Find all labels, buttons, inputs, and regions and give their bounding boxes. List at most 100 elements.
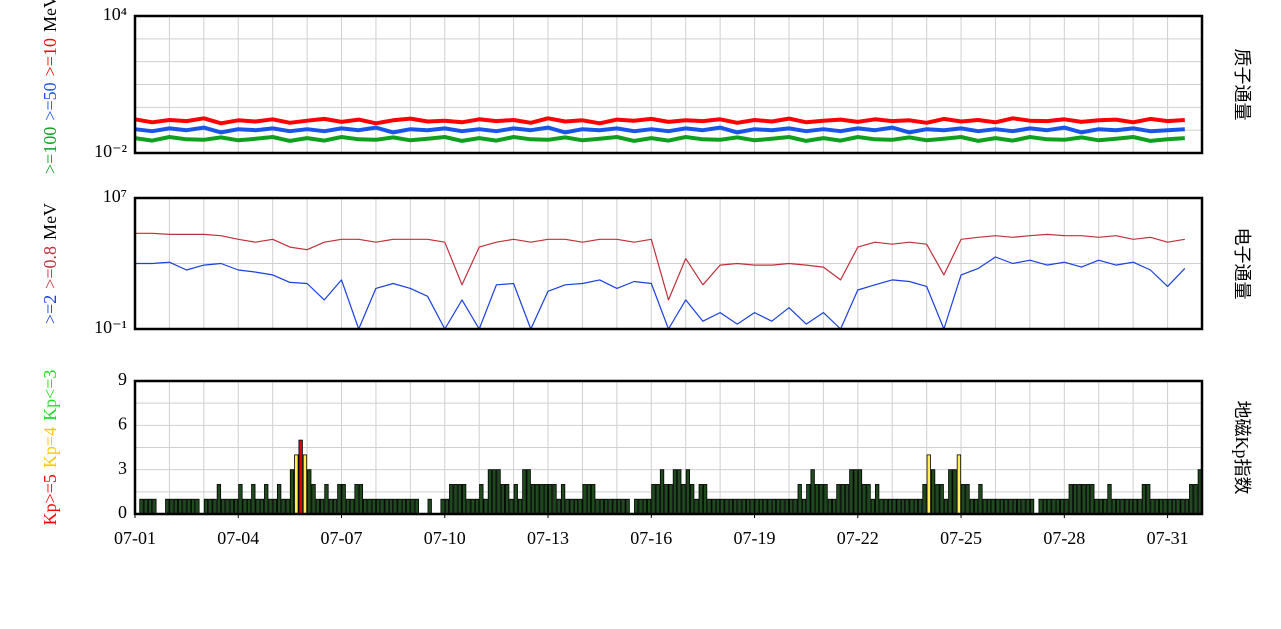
bar	[685, 469, 691, 515]
bar	[440, 498, 445, 515]
bar	[268, 498, 273, 515]
legend-entry: >=100	[40, 127, 60, 174]
bar	[625, 498, 630, 515]
bar	[995, 498, 1000, 515]
bar	[1184, 498, 1190, 515]
legend-entry: Kp>=5	[40, 474, 60, 525]
bar	[771, 498, 777, 515]
bar	[702, 484, 708, 515]
y-tick-label: 10⁻¹	[94, 317, 127, 337]
bar	[853, 469, 858, 515]
bar	[621, 498, 626, 515]
bar	[285, 498, 290, 515]
bar	[500, 484, 506, 515]
series-line	[135, 256, 1186, 330]
bar	[1189, 484, 1194, 515]
bar	[1141, 484, 1147, 515]
bar	[195, 498, 200, 515]
bar	[935, 484, 940, 515]
bar	[608, 498, 613, 515]
bar	[229, 498, 234, 515]
y-tick-label: 10⁴	[103, 4, 127, 24]
bar	[367, 498, 372, 515]
bar	[427, 498, 432, 515]
bar	[591, 484, 596, 515]
bar	[1171, 498, 1177, 515]
bar	[539, 484, 544, 515]
legend-entry: >=0.8	[40, 246, 60, 289]
bar	[315, 498, 321, 515]
bar	[410, 498, 415, 515]
bar	[900, 498, 906, 515]
bar	[720, 498, 725, 515]
bar	[517, 498, 523, 515]
bar	[1124, 498, 1129, 515]
bar	[281, 498, 286, 515]
bar	[698, 484, 703, 515]
bar	[905, 498, 910, 515]
bar	[952, 469, 957, 515]
bar	[1158, 498, 1164, 515]
bar	[814, 484, 820, 515]
bar	[208, 498, 213, 515]
bar	[354, 484, 359, 515]
bar	[1111, 498, 1116, 515]
bar	[1094, 498, 1099, 515]
bar	[668, 484, 673, 515]
legend-entry: >=10	[40, 38, 60, 76]
bar	[582, 484, 587, 515]
bar	[1064, 498, 1069, 515]
x-tick-label: 07-22	[837, 528, 879, 548]
bar	[457, 484, 462, 515]
bar	[844, 484, 850, 515]
bar	[758, 498, 764, 515]
bar	[875, 484, 880, 515]
bar	[216, 484, 222, 515]
legend: >=100 >=50 >=10 MeV	[40, 0, 60, 174]
bar	[526, 469, 531, 515]
bar	[233, 498, 239, 515]
y-tick-label: 0	[118, 502, 127, 522]
x-tick-label: 07-16	[630, 528, 672, 548]
bar	[1038, 498, 1043, 515]
bar	[320, 498, 325, 515]
bar	[866, 484, 871, 515]
bar	[573, 498, 579, 515]
y-tick-label: 10⁻²	[94, 141, 127, 161]
bar	[1180, 498, 1185, 515]
bar	[634, 498, 639, 515]
bar	[646, 498, 652, 515]
bar	[642, 498, 647, 515]
series-line	[135, 232, 1185, 301]
bar	[328, 498, 333, 515]
bar	[543, 484, 549, 515]
bar	[784, 498, 789, 515]
bar	[1072, 484, 1078, 515]
bar	[242, 498, 247, 515]
bar	[862, 484, 867, 515]
bar	[182, 498, 187, 515]
bar	[397, 498, 402, 515]
bar	[763, 498, 768, 515]
bar	[1025, 498, 1030, 515]
bar	[973, 498, 979, 515]
bar	[272, 498, 277, 515]
bar	[152, 498, 157, 515]
bar	[212, 498, 217, 515]
bar	[724, 498, 729, 515]
bar	[1055, 498, 1061, 515]
bar	[780, 498, 785, 515]
bar	[569, 498, 574, 515]
bar	[1012, 498, 1017, 515]
bar	[1163, 498, 1168, 515]
bar	[1029, 498, 1035, 515]
bar	[453, 484, 458, 515]
bar	[586, 484, 592, 515]
bar	[969, 498, 974, 515]
bar	[289, 469, 295, 515]
bar	[332, 498, 338, 515]
bar	[939, 484, 944, 515]
series-line	[134, 116, 1185, 126]
bar	[819, 484, 824, 515]
